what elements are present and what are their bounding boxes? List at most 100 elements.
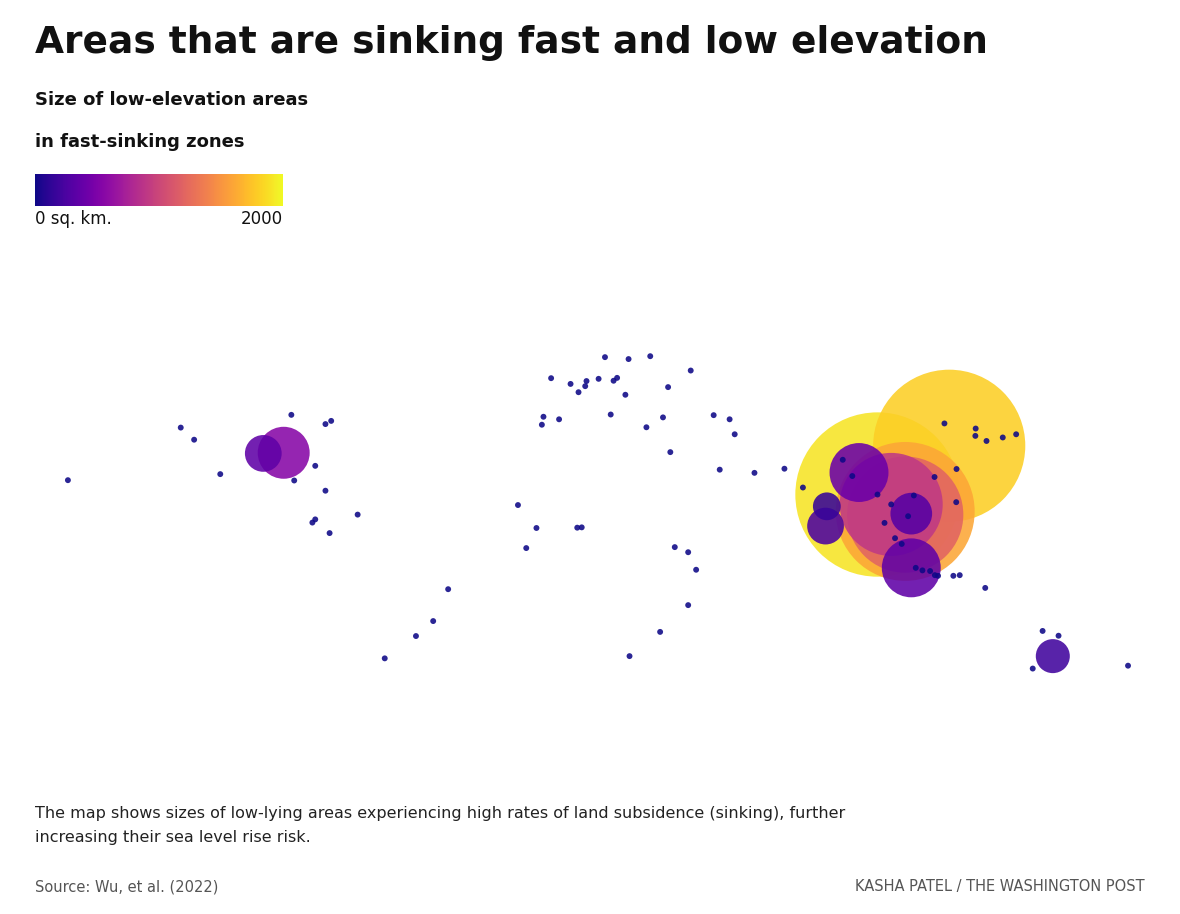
Point [604,374,623,388]
Text: Size of low-elevation areas: Size of low-elevation areas [35,91,308,110]
Text: KASHA PATEL / THE WASHINGTON POST: KASHA PATEL / THE WASHINGTON POST [856,879,1145,894]
Point [710,462,729,477]
Point [906,560,925,575]
Point [620,352,638,367]
Point [424,613,442,628]
Point [1043,649,1062,664]
Point [641,349,660,364]
Point [322,414,341,429]
Point [572,520,591,535]
Point [876,515,894,530]
Point [902,560,920,575]
Point [274,445,293,460]
Point [881,497,900,512]
Text: increasing their sea level rise risk.: increasing their sea level rise risk. [35,831,312,845]
Point [59,473,78,487]
Point [407,629,426,643]
Point [678,545,697,559]
Point [568,520,586,535]
Point [569,385,588,399]
Point [896,505,914,519]
Point [920,564,939,579]
Point [976,580,995,595]
Point [316,484,335,498]
Point [817,519,835,534]
Point [602,408,621,422]
Point [994,430,1012,445]
Point [185,432,204,447]
Point [1034,623,1053,638]
Point [306,512,324,526]
Point [608,370,627,385]
Point [966,421,985,436]
Point [850,465,868,480]
Point [681,363,700,377]
Point [532,418,551,432]
Point [666,540,684,555]
Point [929,569,948,583]
Point [562,377,581,391]
Point [946,494,965,509]
Point [977,433,996,448]
Point [1119,658,1138,673]
Point [375,651,394,665]
Point [913,563,932,578]
Point [316,417,335,431]
Point [948,462,966,476]
Text: 0 sq. km.: 0 sq. km. [35,210,112,228]
Text: Source: Wu, et al. (2022): Source: Wu, et al. (2022) [35,879,218,894]
Text: Areas that are sinking fast and low elevation: Areas that are sinking fast and low elev… [35,26,989,61]
Point [939,439,958,453]
Point [935,416,953,430]
Point [654,410,673,425]
Point [211,467,230,482]
Point [868,487,887,502]
Point [303,515,322,530]
Point [902,506,920,521]
Point [793,480,812,494]
Point [284,473,303,488]
Point [687,562,706,577]
Point [282,408,301,422]
Point [678,598,697,612]
Point [720,412,739,427]
Point [775,462,794,476]
Point [439,582,458,597]
Point [589,371,608,386]
Point [576,378,595,393]
Point [726,427,745,441]
Point [892,537,911,551]
Text: The map shows sizes of low-lying areas experiencing high rates of land subsidenc: The map shows sizes of low-lying areas e… [35,806,846,821]
Text: 2000: 2000 [241,210,283,228]
Point [745,465,763,480]
Point [868,487,887,502]
Point [171,420,190,435]
Point [704,408,723,422]
Point [843,469,861,484]
Point [596,350,615,365]
Point [950,568,969,582]
Point [1007,427,1025,441]
Point [527,521,546,536]
Point [658,380,677,395]
Point [535,409,553,424]
Point [320,526,339,540]
Text: in fast-sinking zones: in fast-sinking zones [35,133,245,151]
Point [1023,661,1042,675]
Point [1049,629,1068,643]
Point [925,568,944,582]
Point [885,531,904,546]
Point [517,541,536,556]
Point [904,488,923,503]
Point [661,445,680,460]
Point [650,624,669,639]
Point [306,459,324,473]
Point [899,509,918,524]
Point [637,420,656,434]
Point [966,429,985,443]
Point [616,388,635,402]
Point [833,452,852,467]
Point [620,649,638,664]
Point [509,498,527,513]
Point [818,499,837,514]
